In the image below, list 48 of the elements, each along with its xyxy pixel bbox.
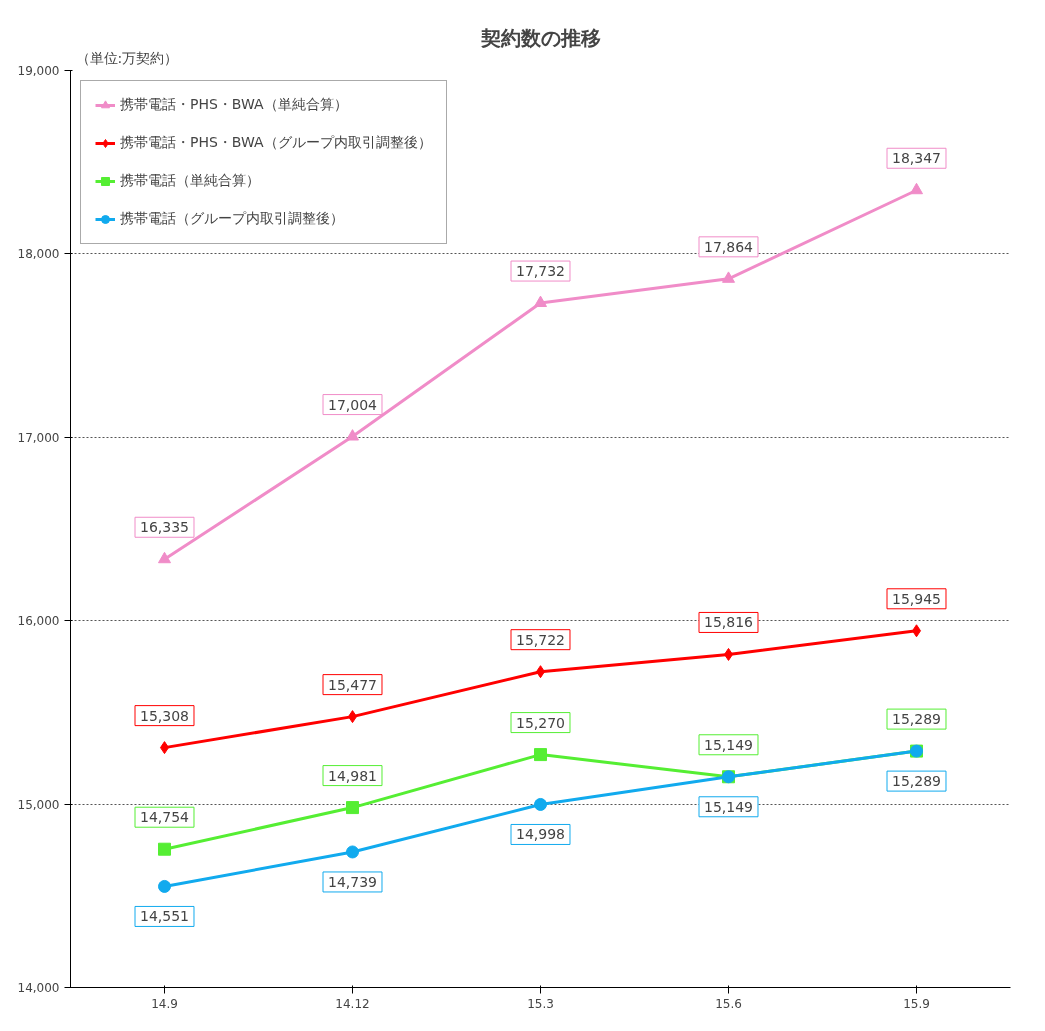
y-tick-label: 17,000 [17,430,60,445]
data-label: 17,004 [328,396,378,413]
point [346,801,359,815]
data-label: 14,998 [516,826,566,843]
data-label: 15,149 [704,798,754,815]
y-tick-label: 14,000 [17,981,60,995]
y-tick-label: 16,000 [17,614,60,629]
data-label: 15,945 [892,590,942,607]
legend-label: 携帯電話（グループ内取引調整後） [120,210,344,228]
point [534,797,547,811]
x-tick-label: 15.9 [903,996,930,1011]
data-label: 14,551 [140,908,190,925]
legend-label: 携帯電話・PHS・BWA（単純合算） [120,96,348,114]
data-label: 15,149 [704,736,754,753]
x-tick-label: 14.12 [335,996,370,1011]
point [346,429,359,441]
y-tick-label: 18,000 [17,247,60,262]
data-label: 16,335 [140,519,190,536]
x-tick-label: 15.6 [715,996,742,1011]
data-label: 17,864 [704,238,754,255]
data-label: 15,308 [140,707,190,724]
y-tick-label: 15,000 [17,797,60,812]
x-tick-label: 14.9 [151,996,178,1011]
data-label: 15,289 [892,711,942,728]
point [158,551,171,564]
data-label: 17,732 [516,263,566,280]
point [158,842,171,856]
legend-label: 携帯電話（単純合算） [120,172,260,190]
data-label: 15,289 [892,773,942,790]
point [910,182,923,195]
legend-label: 携帯電話・PHS・BWA（グループ内取引調整後） [120,134,432,152]
text: （単位:万契約） [75,49,179,66]
y-tick-label: 19,000 [17,64,60,78]
data-label: 14,754 [140,809,190,826]
chart-title: 契約数の推移 [479,25,601,50]
point [722,271,735,283]
data-label: 15,477 [328,676,378,693]
data-label: 15,270 [516,714,566,731]
point [158,879,171,893]
data-label: 15,722 [516,631,566,648]
data-label: 14,739 [328,873,378,890]
data-label: 15,816 [704,614,754,631]
point [346,845,359,859]
point [534,295,547,308]
point [534,748,547,762]
data-label: 18,347 [892,150,942,167]
x-tick-label: 15.3 [527,996,554,1011]
data-label: 14,981 [328,767,378,784]
